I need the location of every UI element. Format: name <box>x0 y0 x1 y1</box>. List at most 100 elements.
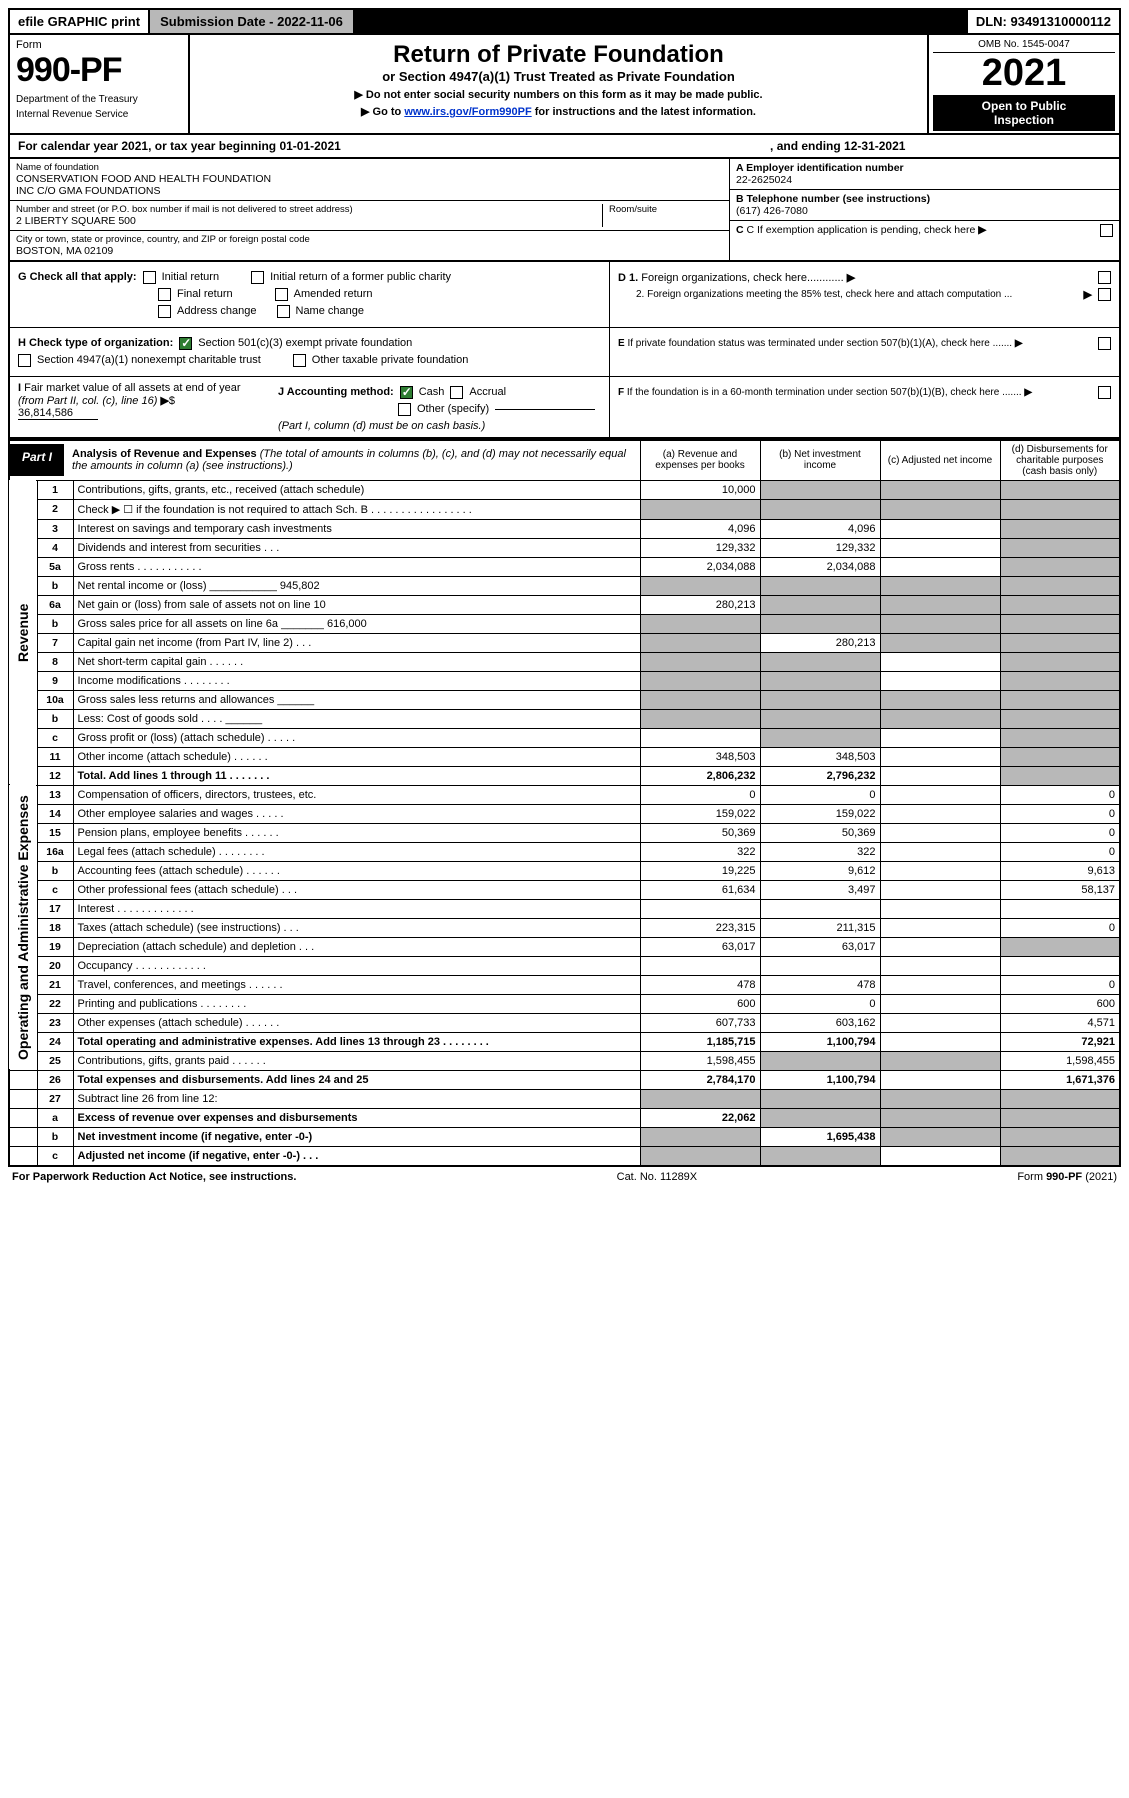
d1-checkbox[interactable] <box>1098 271 1111 284</box>
header-mid: Return of Private Foundation or Section … <box>190 35 929 133</box>
amount-col-b: 478 <box>760 975 880 994</box>
amount-col-c <box>880 1089 1000 1108</box>
f-checkbox[interactable] <box>1098 386 1111 399</box>
amount-col-c <box>880 1127 1000 1146</box>
line-description: Total expenses and disbursements. Add li… <box>73 1070 640 1089</box>
amount-col-a <box>640 614 760 633</box>
line-description: Interest on savings and temporary cash i… <box>73 519 640 538</box>
footer-left: For Paperwork Reduction Act Notice, see … <box>12 1171 296 1183</box>
table-row: 22Printing and publications . . . . . . … <box>9 994 1120 1013</box>
line-description: Gross sales less returns and allowances … <box>73 690 640 709</box>
amount-col-a: 607,733 <box>640 1013 760 1032</box>
h-501c3-checkbox[interactable] <box>179 337 192 350</box>
line-number: 11 <box>37 747 73 766</box>
amount-col-a: 50,369 <box>640 823 760 842</box>
line-description: Printing and publications . . . . . . . … <box>73 994 640 1013</box>
h-label: H Check type of organization: <box>18 337 173 349</box>
j-accrual-checkbox[interactable] <box>450 386 463 399</box>
amount-col-b: 4,096 <box>760 519 880 538</box>
amount-col-c <box>880 861 1000 880</box>
cal-begin: For calendar year 2021, or tax year begi… <box>18 139 565 153</box>
line-number: b <box>37 614 73 633</box>
c-checkbox[interactable] <box>1100 224 1113 237</box>
d2-checkbox[interactable] <box>1098 288 1111 301</box>
amount-col-d <box>1000 499 1120 519</box>
e-label: If private foundation status was termina… <box>627 338 1012 349</box>
topbar-spacer <box>355 10 968 33</box>
line-number: 13 <box>37 785 73 804</box>
amount-col-b <box>760 899 880 918</box>
h-block: H Check type of organization: Section 50… <box>8 328 1121 377</box>
amount-col-c <box>880 823 1000 842</box>
g-initial-pc-checkbox[interactable] <box>251 271 264 284</box>
j-other-checkbox[interactable] <box>398 403 411 416</box>
line-number: 6a <box>37 595 73 614</box>
line-number: 23 <box>37 1013 73 1032</box>
h-4947-checkbox[interactable] <box>18 354 31 367</box>
calendar-year-row: For calendar year 2021, or tax year begi… <box>8 135 1121 159</box>
line-description: Net gain or (loss) from sale of assets n… <box>73 595 640 614</box>
g-initial-pc: Initial return of a former public charit… <box>270 271 451 283</box>
g-final-checkbox[interactable] <box>158 288 171 301</box>
form-link[interactable]: www.irs.gov/Form990PF <box>404 106 531 118</box>
amount-col-a: 2,784,170 <box>640 1070 760 1089</box>
d-right: D 1. Foreign organizations, check here..… <box>610 262 1119 327</box>
amount-col-a <box>640 1127 760 1146</box>
line-number: 25 <box>37 1051 73 1070</box>
line-description: Check ▶ ☐ if the foundation is not requi… <box>73 499 640 519</box>
amount-col-c <box>880 728 1000 747</box>
g-namechg-checkbox[interactable] <box>277 305 290 318</box>
amount-col-c <box>880 975 1000 994</box>
d1-label: Foreign organizations, check here.......… <box>641 272 843 284</box>
line-description: Accounting fees (attach schedule) . . . … <box>73 861 640 880</box>
e-checkbox[interactable] <box>1098 337 1111 350</box>
amount-col-b: 348,503 <box>760 747 880 766</box>
amount-col-a: 61,634 <box>640 880 760 899</box>
g-addrchg-checkbox[interactable] <box>158 305 171 318</box>
line-number: b <box>37 709 73 728</box>
g-amended-checkbox[interactable] <box>275 288 288 301</box>
amount-col-d <box>1000 519 1120 538</box>
amount-col-a: 2,034,088 <box>640 557 760 576</box>
h-other-checkbox[interactable] <box>293 354 306 367</box>
line-description: Dividends and interest from securities .… <box>73 538 640 557</box>
g-initial-checkbox[interactable] <box>143 271 156 284</box>
table-row: 6aNet gain or (loss) from sale of assets… <box>9 595 1120 614</box>
part1-label: Part I <box>10 444 64 476</box>
f-row: F If the foundation is in a 60-month ter… <box>618 386 1111 399</box>
line-number: 21 <box>37 975 73 994</box>
amount-col-b: 603,162 <box>760 1013 880 1032</box>
addr-cell: Number and street (or P.O. box number if… <box>10 201 729 231</box>
ein-cell: A Employer identification number 22-2625… <box>730 159 1119 190</box>
ein-label: A Employer identification number <box>736 162 1113 174</box>
amount-col-a <box>640 633 760 652</box>
amount-col-b <box>760 576 880 595</box>
line-number: 17 <box>37 899 73 918</box>
line-number: 3 <box>37 519 73 538</box>
j-cash-checkbox[interactable] <box>400 386 413 399</box>
amount-col-a <box>640 652 760 671</box>
amount-col-c <box>880 994 1000 1013</box>
table-row: bLess: Cost of goods sold . . . . ______ <box>9 709 1120 728</box>
g-row3: Address change Name change <box>18 305 601 318</box>
amount-col-a <box>640 899 760 918</box>
g-namechg: Name change <box>296 305 365 317</box>
amount-col-b <box>760 671 880 690</box>
amount-col-a: 22,062 <box>640 1108 760 1127</box>
table-row: bGross sales price for all assets on lin… <box>9 614 1120 633</box>
table-row: 8Net short-term capital gain . . . . . . <box>9 652 1120 671</box>
open-line1: Open to Public <box>935 99 1113 113</box>
f-right: F If the foundation is in a 60-month ter… <box>610 377 1119 437</box>
form-number: 990-PF <box>16 51 182 90</box>
amount-col-a: 600 <box>640 994 760 1013</box>
line-description: Net rental income or (loss) ___________ … <box>73 576 640 595</box>
line-description: Contributions, gifts, grants, etc., rece… <box>73 480 640 499</box>
table-row: 27Subtract line 26 from line 12: <box>9 1089 1120 1108</box>
line-number: 27 <box>37 1089 73 1108</box>
line-number: 24 <box>37 1032 73 1051</box>
amount-col-a: 63,017 <box>640 937 760 956</box>
line-number: c <box>37 728 73 747</box>
line-description: Taxes (attach schedule) (see instruction… <box>73 918 640 937</box>
table-row: 15Pension plans, employee benefits . . .… <box>9 823 1120 842</box>
amount-col-c <box>880 804 1000 823</box>
